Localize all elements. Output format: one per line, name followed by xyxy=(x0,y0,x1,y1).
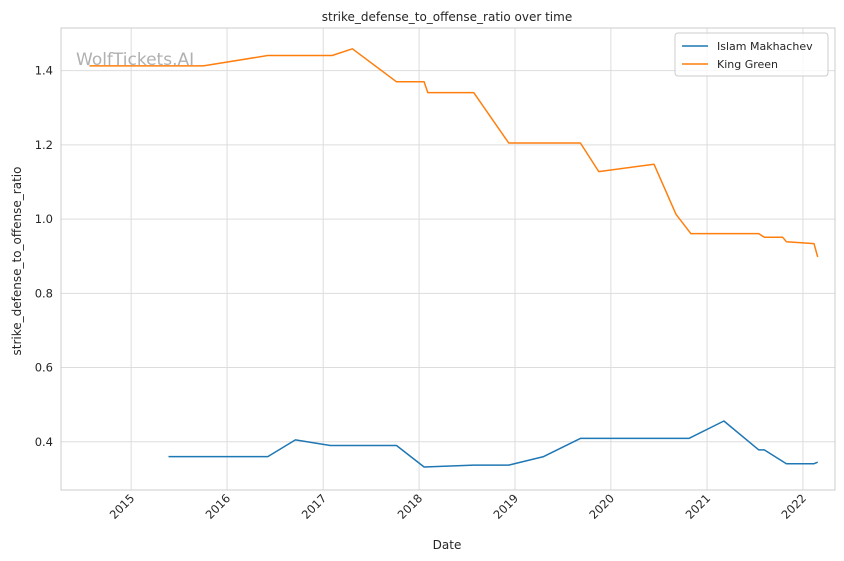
series-layer xyxy=(89,48,819,468)
y-tick-label: 1.4 xyxy=(35,64,53,78)
y-tick-label: 0.4 xyxy=(35,435,53,449)
legend: Islam Makhachev King Green xyxy=(674,32,829,77)
x-axis-label: Date xyxy=(433,538,462,552)
legend-box xyxy=(674,32,829,77)
chart-title: strike_defense_to_offense_ratio over tim… xyxy=(322,10,572,24)
legend-label-islam-makhachev: Islam Makhachev xyxy=(717,40,813,53)
watermark-text: WolfTickets.AI xyxy=(76,50,194,70)
legend-label-king-green: King Green xyxy=(717,58,778,71)
y-tick-label: 1.0 xyxy=(35,212,53,226)
y-tick-label: 0.6 xyxy=(35,361,53,375)
series-line-islam-makhachev xyxy=(168,420,818,468)
y-axis-label: strike_defense_to_offense_ratio xyxy=(10,167,24,356)
y-tick-label: 1.2 xyxy=(35,138,53,152)
y-tick-labels: 0.4 0.6 0.8 1.0 1.2 1.4 xyxy=(35,64,53,449)
y-tick-label: 0.8 xyxy=(35,286,53,300)
plot-frame xyxy=(60,27,836,491)
series-line-king-green xyxy=(89,48,819,258)
